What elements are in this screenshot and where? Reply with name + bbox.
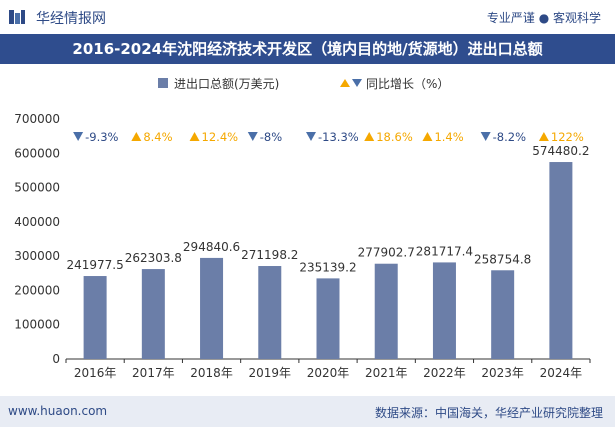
x-tick-label: 2021年: [365, 366, 408, 380]
chart-title: 2016-2024年沈阳经济技术开发区（境内目的地/货源地）进出口总额: [72, 40, 543, 58]
growth-down-triangle-icon: [306, 132, 316, 141]
bar-value-label: 574480.2: [532, 144, 589, 158]
y-tick-label: 400000: [14, 215, 60, 229]
brand-tagline: 专业严谨 ● 客观科学: [486, 11, 601, 25]
growth-label: -9.3%: [85, 130, 118, 144]
bar-value-label: 235139.2: [299, 260, 356, 274]
x-tick-label: 2020年: [307, 366, 350, 380]
growth-label: -8%: [260, 130, 282, 144]
bar-value-label: 258754.8: [474, 252, 531, 266]
growth-label: 122%: [551, 130, 584, 144]
growth-up-triangle-icon: [189, 132, 200, 141]
growth-down-triangle-icon: [247, 132, 258, 141]
bar-value-label: 294840.6: [183, 240, 240, 254]
growth-up-triangle-icon: [131, 132, 142, 141]
x-tick-label: 2017年: [132, 366, 175, 380]
legend-growth-label: 同比增长（%）: [366, 77, 449, 91]
bar: [83, 276, 107, 359]
chart-area: 进出口总额(万美元) 同比增长（%） 0 100000 200000 300000 40…: [14, 77, 591, 380]
growth-label: -13.3%: [318, 130, 359, 144]
y-tick-label: 200000: [14, 283, 60, 297]
bar-value-label: 281717.4: [416, 244, 473, 258]
bar: [374, 263, 398, 359]
growth-markers: -9.3% 8.4% 12.4% -8% -13.3% 18.6% 1.4% -8.2% 122…: [73, 130, 584, 144]
bar: [316, 278, 340, 359]
huajing-logo-icon: [9, 10, 25, 24]
y-tick-label: 100000: [14, 318, 60, 332]
y-tick-label: 0: [52, 352, 60, 366]
legend-down-triangle-icon: [352, 79, 362, 87]
x-tick-label: 2019年: [249, 366, 292, 380]
y-tick-label: 700000: [14, 112, 60, 126]
growth-up-triangle-icon: [422, 132, 433, 141]
value-labels: 241977.5 262303.8294840.6271198.2235139.2…: [66, 144, 589, 274]
axes: 0 100000 200000 300000 400000 500000 600000 700…: [14, 112, 591, 380]
growth-label: 12.4%: [202, 130, 239, 144]
growth-label: 8.4%: [143, 130, 172, 144]
x-tick-label: 2016年: [74, 366, 117, 380]
top-bar: 华经情报网 专业严谨 ● 客观科学: [0, 0, 615, 34]
growth-down-triangle-icon: [480, 132, 491, 141]
legend-bar-swatch: [158, 78, 168, 88]
bar-value-label: 271198.2: [241, 248, 298, 262]
bars: [83, 162, 573, 359]
footer-source: 数据来源：中国海关，华经产业研究院整理: [374, 406, 603, 420]
growth-down-triangle-icon: [73, 132, 84, 141]
bar-value-label: 277902.7: [358, 246, 415, 260]
y-tick-label: 500000: [14, 181, 60, 195]
x-tick-label: 2023年: [481, 366, 524, 380]
bar: [491, 270, 515, 359]
bar: [258, 266, 282, 359]
y-tick-label: 600000: [14, 146, 60, 160]
brand-name: 华经情报网: [36, 11, 106, 27]
growth-label: 18.6%: [376, 130, 413, 144]
footer: www.huaon.com 数据来源：中国海关，华经产业研究院整理: [0, 396, 615, 427]
bar-value-label: 262303.8: [125, 251, 182, 265]
growth-label: -8.2%: [493, 130, 526, 144]
title-bar: 2016-2024年沈阳经济技术开发区（境内目的地/货源地）进出口总额: [0, 34, 615, 64]
growth-label: 1.4%: [434, 130, 463, 144]
legend: 进出口总额(万美元) 同比增长（%）: [158, 77, 449, 91]
bar: [432, 262, 456, 359]
bar: [141, 269, 165, 359]
footer-website: www.huaon.com: [8, 404, 108, 418]
bar: [200, 257, 224, 359]
growth-up-triangle-icon: [364, 132, 375, 141]
legend-bar-label: 进出口总额(万美元): [174, 77, 279, 91]
x-tick-label: 2022年: [423, 366, 466, 380]
y-tick-label: 300000: [14, 249, 60, 263]
bar-value-label: 241977.5: [66, 258, 123, 272]
bar: [549, 162, 573, 359]
growth-up-triangle-icon: [538, 132, 549, 141]
x-tick-label: 2018年: [190, 366, 233, 380]
x-tick-label: 2024年: [540, 366, 583, 380]
legend-up-triangle-icon: [340, 79, 350, 87]
